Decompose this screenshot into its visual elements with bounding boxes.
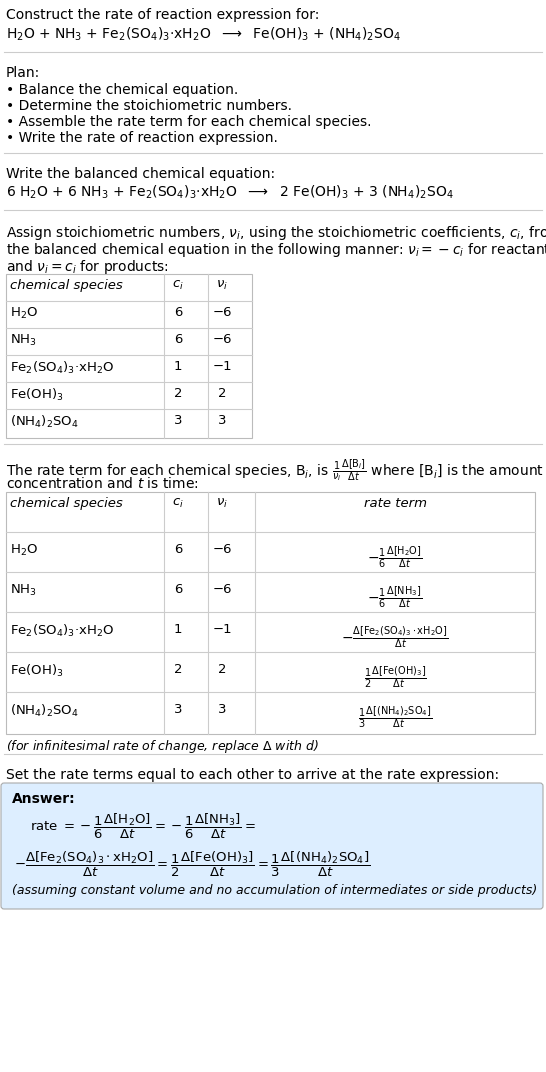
Text: Answer:: Answer:: [12, 792, 76, 806]
Text: $-\frac{1}{6}\frac{\Delta[\mathrm{H_2O}]}{\Delta t}$: $-\frac{1}{6}\frac{\Delta[\mathrm{H_2O}]…: [367, 544, 423, 569]
Text: (NH$_4$)$_2$SO$_4$: (NH$_4$)$_2$SO$_4$: [10, 414, 79, 430]
Text: NH$_3$: NH$_3$: [10, 583, 37, 598]
Text: −1: −1: [212, 360, 232, 373]
Text: (for infinitesimal rate of change, replace $\Delta$ with $d$): (for infinitesimal rate of change, repla…: [6, 738, 319, 755]
Text: 3: 3: [218, 703, 226, 716]
Text: concentration and $t$ is time:: concentration and $t$ is time:: [6, 476, 199, 491]
Text: • Write the rate of reaction expression.: • Write the rate of reaction expression.: [6, 131, 278, 145]
Text: $\nu_i$: $\nu_i$: [216, 279, 228, 292]
Text: $-\frac{\Delta[\mathrm{Fe_2(SO_4)_3 \cdot xH_2O}]}{\Delta t}$: $-\frac{\Delta[\mathrm{Fe_2(SO_4)_3 \cdo…: [341, 624, 449, 650]
Text: $c_i$: $c_i$: [172, 279, 184, 292]
Text: chemical species: chemical species: [10, 279, 123, 292]
Text: $\frac{1}{2}\frac{\Delta[\mathrm{Fe(OH)_3}]}{\Delta t}$: $\frac{1}{2}\frac{\Delta[\mathrm{Fe(OH)_…: [364, 664, 426, 689]
Text: Construct the rate of reaction expression for:: Construct the rate of reaction expressio…: [6, 8, 319, 23]
Text: Fe$_2$(SO$_4$)$_3$·xH$_2$O: Fe$_2$(SO$_4$)$_3$·xH$_2$O: [10, 623, 114, 639]
Text: 6: 6: [174, 333, 182, 346]
Text: the balanced chemical equation in the following manner: $\nu_i = -c_i$ for react: the balanced chemical equation in the fo…: [6, 241, 546, 259]
Text: −1: −1: [212, 623, 232, 636]
Text: 2: 2: [218, 387, 226, 400]
Text: 6: 6: [174, 544, 182, 556]
Text: and $\nu_i = c_i$ for products:: and $\nu_i = c_i$ for products:: [6, 258, 169, 276]
Text: Write the balanced chemical equation:: Write the balanced chemical equation:: [6, 167, 275, 181]
Text: 2: 2: [174, 387, 182, 400]
Text: $\frac{1}{3}\frac{\Delta[\mathrm{(NH_4)_2SO_4}]}{\Delta t}$: $\frac{1}{3}\frac{\Delta[\mathrm{(NH_4)_…: [358, 704, 432, 730]
Text: $\nu_i$: $\nu_i$: [216, 497, 228, 510]
Text: NH$_3$: NH$_3$: [10, 333, 37, 348]
Text: rate $= -\dfrac{1}{6}\dfrac{\Delta[\mathrm{H_2O}]}{\Delta t} = -\dfrac{1}{6}\dfr: rate $= -\dfrac{1}{6}\dfrac{\Delta[\math…: [30, 812, 256, 842]
Text: 6 H$_2$O + 6 NH$_3$ + Fe$_2$(SO$_4$)$_3$·xH$_2$O  $\longrightarrow$  2 Fe(OH)$_3: 6 H$_2$O + 6 NH$_3$ + Fe$_2$(SO$_4$)$_3$…: [6, 184, 454, 202]
Text: 1: 1: [174, 360, 182, 373]
Text: (assuming constant volume and no accumulation of intermediates or side products): (assuming constant volume and no accumul…: [12, 884, 537, 897]
Text: 6: 6: [174, 306, 182, 319]
Text: 1: 1: [174, 623, 182, 636]
Text: • Assemble the rate term for each chemical species.: • Assemble the rate term for each chemic…: [6, 115, 371, 129]
Text: H$_2$O + NH$_3$ + Fe$_2$(SO$_4$)$_3$·xH$_2$O  $\longrightarrow$  Fe(OH)$_3$ + (N: H$_2$O + NH$_3$ + Fe$_2$(SO$_4$)$_3$·xH$…: [6, 26, 401, 43]
Text: 3: 3: [174, 414, 182, 427]
Text: H$_2$O: H$_2$O: [10, 306, 38, 322]
Text: Assign stoichiometric numbers, $\nu_i$, using the stoichiometric coefficients, $: Assign stoichiometric numbers, $\nu_i$, …: [6, 224, 546, 242]
Text: The rate term for each chemical species, B$_i$, is $\frac{1}{\nu_i}\frac{\Delta[: The rate term for each chemical species,…: [6, 458, 544, 485]
Bar: [6, 492, 535, 734]
Text: 2: 2: [174, 662, 182, 676]
Text: Fe(OH)$_3$: Fe(OH)$_3$: [10, 662, 64, 679]
Text: (NH$_4$)$_2$SO$_4$: (NH$_4$)$_2$SO$_4$: [10, 703, 79, 719]
FancyBboxPatch shape: [1, 783, 543, 909]
Text: −6: −6: [212, 583, 232, 596]
Text: chemical species: chemical species: [10, 497, 123, 510]
Text: 6: 6: [174, 583, 182, 596]
Text: Fe(OH)$_3$: Fe(OH)$_3$: [10, 387, 64, 403]
Text: Plan:: Plan:: [6, 66, 40, 80]
Text: −6: −6: [212, 306, 232, 319]
Text: −6: −6: [212, 333, 232, 346]
Text: 3: 3: [218, 414, 226, 427]
Text: H$_2$O: H$_2$O: [10, 544, 38, 559]
Text: $-\frac{1}{6}\frac{\Delta[\mathrm{NH_3}]}{\Delta t}$: $-\frac{1}{6}\frac{\Delta[\mathrm{NH_3}]…: [367, 584, 423, 610]
Text: $c_i$: $c_i$: [172, 497, 184, 510]
Text: • Balance the chemical equation.: • Balance the chemical equation.: [6, 83, 238, 96]
Text: rate term: rate term: [364, 497, 426, 510]
Text: • Determine the stoichiometric numbers.: • Determine the stoichiometric numbers.: [6, 99, 292, 113]
Text: Set the rate terms equal to each other to arrive at the rate expression:: Set the rate terms equal to each other t…: [6, 768, 499, 781]
Text: −6: −6: [212, 544, 232, 556]
Text: $-\dfrac{\Delta[\mathrm{Fe_2(SO_4)_3 \cdot xH_2O}]}{\Delta t} = \dfrac{1}{2}\dfr: $-\dfrac{\Delta[\mathrm{Fe_2(SO_4)_3 \cd…: [14, 850, 370, 879]
Text: Fe$_2$(SO$_4$)$_3$·xH$_2$O: Fe$_2$(SO$_4$)$_3$·xH$_2$O: [10, 360, 114, 376]
Text: 3: 3: [174, 703, 182, 716]
Bar: [6, 274, 252, 438]
Text: 2: 2: [218, 662, 226, 676]
